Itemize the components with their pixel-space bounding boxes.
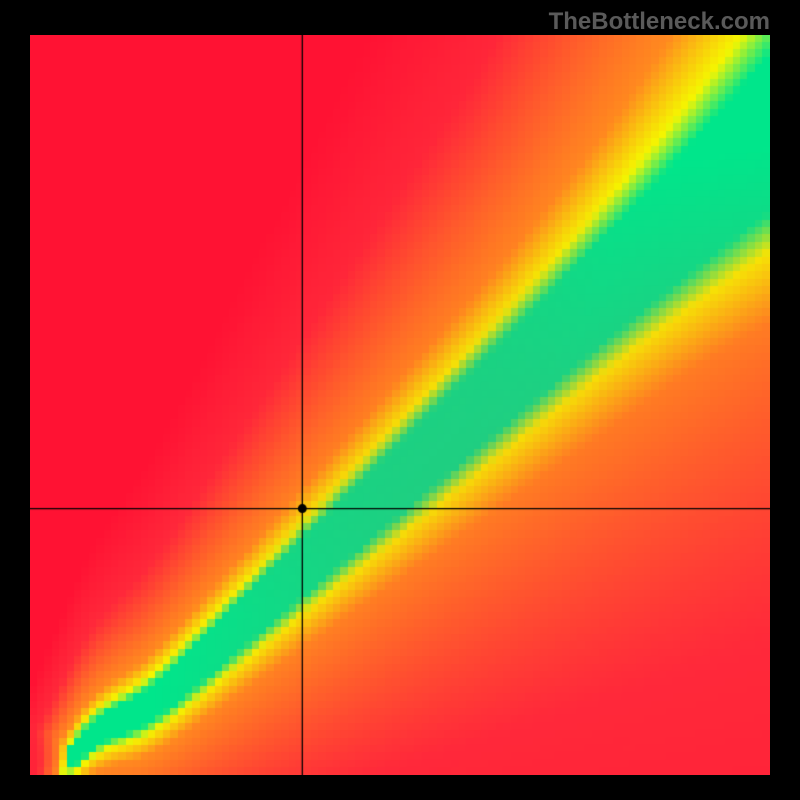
- chart-container: TheBottleneck.com: [0, 0, 800, 800]
- heatmap-canvas: [30, 35, 770, 775]
- watermark-text: TheBottleneck.com: [549, 8, 770, 36]
